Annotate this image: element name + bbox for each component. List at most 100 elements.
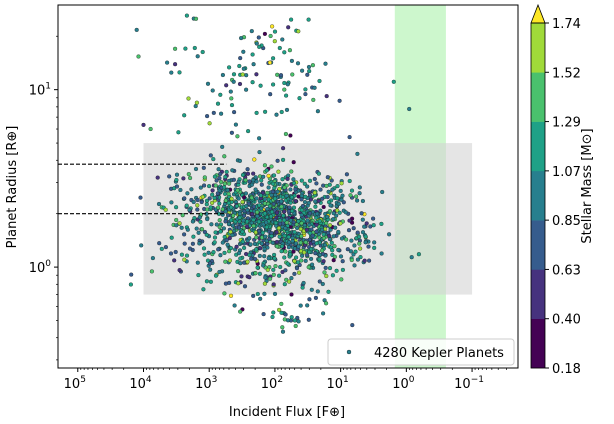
planet-point — [249, 29, 254, 34]
planet-point — [321, 259, 326, 264]
colorbar: 0.18 0.40 0.63 0.85 1.07 1.29 1.52 1.74 — [530, 3, 581, 377]
planet-point — [196, 230, 201, 235]
planet-point — [196, 273, 201, 278]
colorbar-tick-label: 1.07 — [552, 165, 581, 180]
planet-point — [262, 201, 267, 206]
planet-point — [223, 191, 228, 196]
planet-point — [320, 248, 325, 253]
planet-point — [204, 279, 209, 284]
planet-point — [195, 207, 200, 212]
planet-point — [323, 61, 328, 66]
planet-point — [263, 109, 268, 114]
planet-point — [331, 234, 336, 239]
planet-point — [278, 264, 283, 270]
planet-point — [264, 220, 269, 225]
planet-point — [252, 157, 257, 162]
planet-point — [311, 239, 316, 244]
colorbar-segment — [531, 23, 545, 73]
planet-point — [219, 111, 224, 116]
planet-point — [344, 237, 349, 242]
planet-point — [141, 122, 146, 127]
x-tick-label: 10−1 — [454, 375, 484, 392]
planet-point — [289, 315, 294, 320]
planet-point — [329, 240, 334, 245]
planet-point — [138, 195, 143, 200]
planet-point — [205, 207, 210, 212]
planet-point — [250, 211, 255, 217]
planet-point — [174, 205, 179, 210]
planet-point — [269, 164, 274, 169]
planet-point — [299, 212, 304, 218]
planet-point — [209, 222, 214, 227]
planet-point — [337, 98, 342, 103]
planet-point — [280, 177, 285, 182]
planet-point — [306, 265, 311, 270]
planet-point — [218, 229, 223, 234]
planet-point — [292, 318, 297, 323]
planet-point — [241, 221, 246, 226]
planet-point — [265, 267, 270, 272]
planet-point — [226, 221, 231, 227]
y-axis-label: Planet Radius [R⊕] — [5, 126, 20, 249]
planet-point — [314, 229, 319, 234]
planet-point — [289, 17, 294, 22]
planet-point — [348, 193, 353, 198]
planet-point — [177, 221, 182, 226]
planet-point — [219, 179, 224, 185]
planet-point — [363, 234, 368, 239]
planet-point — [287, 205, 292, 210]
planet-point — [236, 251, 242, 256]
planet-point — [187, 246, 193, 251]
planet-point — [231, 79, 236, 84]
planet-point — [217, 218, 222, 223]
planet-point — [280, 244, 285, 249]
planet-point — [323, 265, 328, 270]
planet-point — [177, 70, 182, 75]
planet-point — [407, 106, 412, 112]
planet-point — [304, 227, 309, 232]
planet-point — [292, 259, 297, 264]
colorbar-tick-label: 1.74 — [552, 17, 581, 32]
planet-point — [232, 303, 237, 308]
planet-point — [262, 211, 267, 216]
planet-point — [239, 274, 244, 279]
planet-point — [269, 234, 274, 239]
planet-point — [272, 185, 277, 191]
planet-point — [330, 273, 335, 278]
planet-point — [302, 250, 307, 255]
planet-point — [299, 208, 304, 213]
planet-point — [169, 235, 174, 240]
planet-point — [268, 92, 273, 97]
planet-point — [245, 219, 250, 224]
planet-point — [258, 296, 263, 301]
colorbar-tick-label: 0.40 — [552, 313, 581, 328]
planet-point — [299, 197, 304, 202]
planet-point — [301, 280, 306, 286]
planet-point — [360, 198, 365, 204]
planet-point — [251, 204, 256, 209]
planet-point — [173, 62, 178, 67]
planet-point — [352, 263, 357, 268]
planet-point — [335, 184, 340, 189]
planet-point — [258, 83, 263, 88]
planet-point — [348, 249, 353, 254]
planet-point — [300, 68, 305, 73]
planet-point — [274, 239, 279, 245]
planet-point — [292, 271, 297, 276]
planet-point — [246, 201, 251, 206]
planet-point — [253, 175, 258, 180]
planet-point — [193, 16, 199, 21]
planet-point — [277, 45, 282, 51]
planet-point — [266, 173, 271, 178]
planet-point — [270, 181, 276, 186]
planet-point — [331, 211, 336, 216]
planet-point — [321, 236, 326, 241]
planet-point — [136, 54, 141, 59]
planet-point — [320, 281, 325, 287]
planet-point — [286, 245, 291, 250]
planet-point — [256, 219, 262, 224]
planet-point — [291, 177, 296, 182]
planet-point — [281, 213, 286, 218]
planet-point — [238, 56, 243, 61]
planet-point — [268, 276, 273, 281]
